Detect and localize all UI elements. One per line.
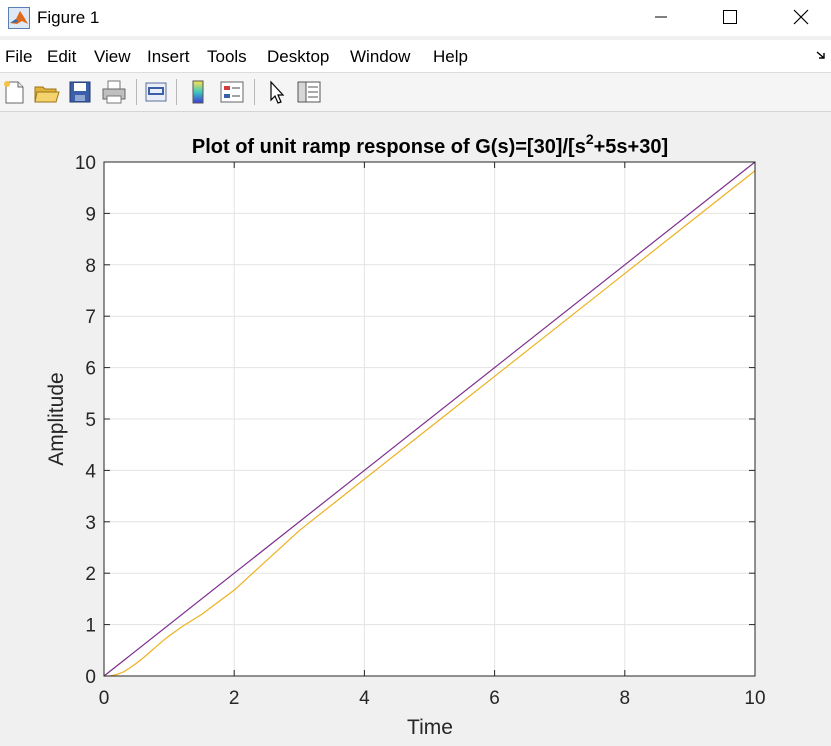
- menu-insert[interactable]: Insert: [147, 47, 190, 66]
- menu-edit[interactable]: Edit: [47, 47, 77, 66]
- x-tick-label: 10: [744, 688, 765, 709]
- legend-icon[interactable]: [218, 78, 246, 106]
- series-line-1: [103, 161, 756, 677]
- toolbar-separator: [176, 79, 177, 105]
- close-icon: [793, 9, 809, 25]
- plot-area[interactable]: Plot of unit ramp response of G(s)=[30]/…: [0, 112, 831, 741]
- axis-ticks: 0 2 4 6 8 10 0 1 2 3 4 5 6 7 8 9 10: [75, 153, 766, 709]
- plot-title: Plot of unit ramp response of G(s)=[30]/…: [192, 131, 668, 158]
- y-tick-label: 2: [85, 564, 96, 585]
- window-title-bar: Figure 1: [0, 0, 831, 36]
- x-tick-label: 4: [359, 688, 370, 709]
- link-icon[interactable]: [142, 78, 170, 106]
- dock-arrow-icon[interactable]: [815, 49, 827, 61]
- minimize-icon: [655, 16, 667, 18]
- window-title: Figure 1: [37, 8, 100, 27]
- menu-view[interactable]: View: [94, 47, 131, 66]
- y-tick-label: 10: [75, 153, 96, 174]
- toolbar-separator: [254, 79, 255, 105]
- maximize-icon: [723, 10, 737, 24]
- property-inspector-icon[interactable]: [295, 78, 323, 106]
- data-series: [103, 161, 756, 677]
- figure-toolbar: [0, 73, 831, 112]
- y-tick-label: 6: [85, 359, 96, 380]
- matlab-icon: [8, 7, 30, 29]
- close-button[interactable]: [778, 0, 824, 34]
- menu-help[interactable]: Help: [433, 47, 468, 66]
- print-icon[interactable]: [100, 78, 128, 106]
- menu-bar: File Edit View Insert Tools Desktop Wind…: [0, 40, 831, 73]
- menu-desktop[interactable]: Desktop: [267, 47, 330, 66]
- y-axis-label: Amplitude: [45, 372, 68, 465]
- menu-window[interactable]: Window: [350, 47, 411, 66]
- new-figure-icon[interactable]: [0, 78, 28, 106]
- y-tick-label: 8: [85, 256, 96, 277]
- y-tick-label: 9: [85, 204, 96, 225]
- figure-canvas: Plot of unit ramp response of G(s)=[30]/…: [0, 112, 831, 741]
- open-file-icon[interactable]: [32, 78, 60, 106]
- x-tick-label: 8: [620, 688, 631, 709]
- minimize-button[interactable]: [638, 0, 684, 34]
- x-tick-label: 6: [489, 688, 500, 709]
- x-axis-label: Time: [407, 716, 453, 739]
- save-icon[interactable]: [66, 78, 94, 106]
- toolbar-separator: [136, 79, 137, 105]
- y-tick-label: 3: [85, 513, 96, 534]
- colorbar-icon[interactable]: [184, 78, 212, 106]
- maximize-button[interactable]: [707, 0, 753, 34]
- x-tick-label: 2: [229, 688, 240, 709]
- series-line-2: [103, 170, 756, 677]
- menu-tools[interactable]: Tools: [207, 47, 247, 66]
- y-tick-label: 0: [85, 667, 96, 688]
- y-tick-label: 4: [85, 461, 96, 482]
- y-tick-label: 7: [85, 307, 96, 328]
- x-tick-label: 0: [99, 688, 110, 709]
- y-tick-label: 1: [85, 616, 96, 637]
- pointer-icon[interactable]: [263, 78, 291, 106]
- menu-file[interactable]: File: [5, 47, 33, 66]
- y-tick-label: 5: [85, 410, 96, 431]
